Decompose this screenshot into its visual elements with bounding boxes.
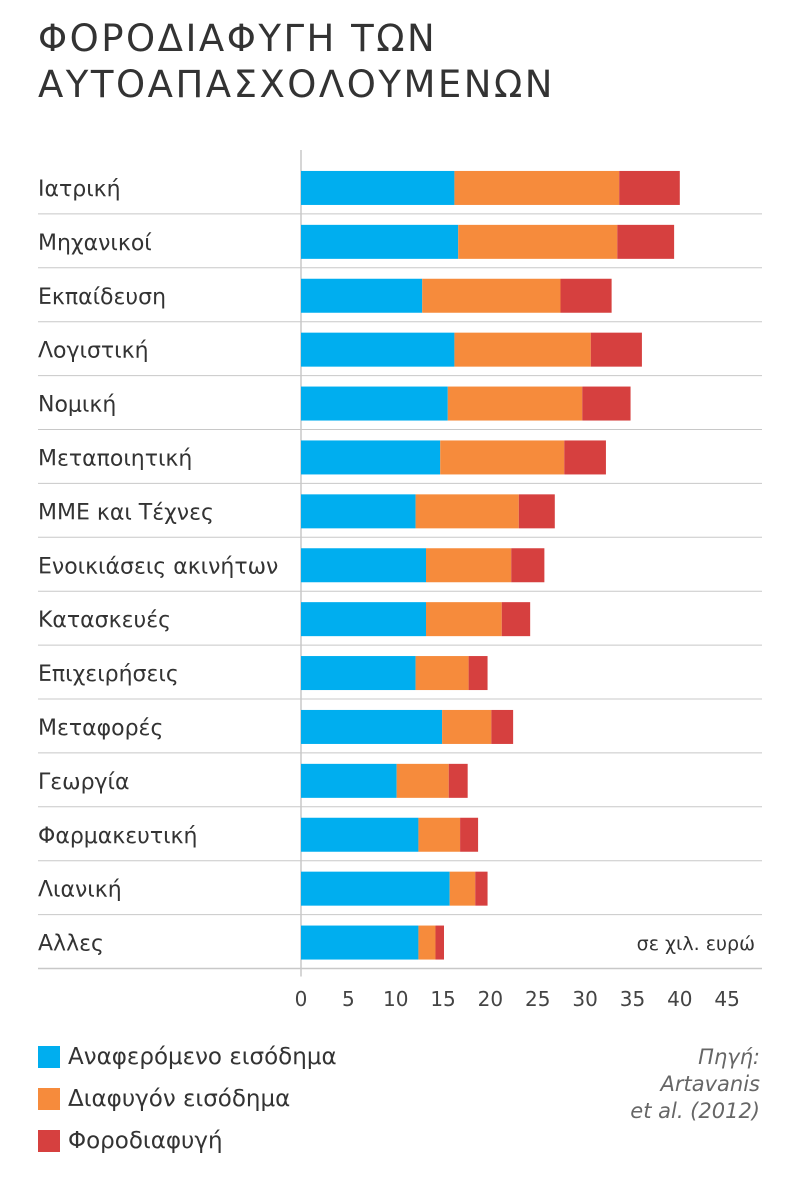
bar-segment-tax-evasion	[518, 494, 555, 529]
bar-segment-tax-evasion	[468, 656, 488, 691]
legend-item-tax-evasion: Φοροδιαφυγή	[38, 1120, 337, 1162]
bar-segment-tax-evasion	[435, 925, 444, 960]
legend-item-reported: Αναφερόμενο εισόδημα	[38, 1036, 337, 1078]
x-tick-label: 15	[430, 987, 455, 1011]
bar-segment-tax-evasion	[511, 548, 545, 583]
category-label: Αλλες	[38, 932, 104, 957]
bar-segment-unreported	[422, 278, 561, 313]
bar-segment-unreported	[426, 548, 512, 583]
bar-segment-reported	[301, 278, 423, 313]
bar-segment-tax-evasion	[617, 224, 675, 259]
bar-segment-reported	[301, 871, 450, 906]
bar-segment-tax-evasion	[560, 278, 612, 313]
chart-title-line-2: ΑΥΤΟΑΠΑΣΧΟΛΟΥΜΕΝΩΝ	[38, 63, 555, 106]
category-label: ΜΜΕ και Τέχνες	[38, 500, 214, 525]
x-tick-label: 0	[295, 987, 308, 1011]
bar-segment-tax-evasion	[501, 602, 531, 637]
x-tick-label: 5	[342, 987, 355, 1011]
legend-swatch-unreported	[38, 1088, 60, 1110]
bar-segment-tax-evasion	[590, 332, 642, 367]
legend-item-unreported: Διαφυγόν εισόδημα	[38, 1078, 337, 1120]
bar-segment-unreported	[415, 656, 469, 691]
bar-segment-reported	[301, 170, 455, 205]
bar-segment-unreported	[396, 763, 449, 798]
legend-label-unreported: Διαφυγόν εισόδημα	[68, 1086, 291, 1112]
category-label: Μηχανικοί	[38, 231, 152, 256]
legend-swatch-reported	[38, 1046, 60, 1068]
bar-segment-unreported	[418, 817, 461, 852]
x-tick-label: 20	[478, 987, 503, 1011]
category-label: Γεωργία	[38, 770, 130, 795]
category-label: Μεταποιητική	[38, 446, 192, 471]
x-tick-label: 45	[714, 987, 739, 1011]
category-label: Νομική	[38, 393, 116, 418]
source-author: Artavanis	[660, 1072, 760, 1096]
legend-label-reported: Αναφερόμενο εισόδημα	[68, 1044, 337, 1070]
bar-segment-tax-evasion	[475, 871, 488, 906]
bar-segment-reported	[301, 332, 455, 367]
bar-segment-unreported	[454, 170, 620, 205]
bar-segment-unreported	[426, 602, 502, 637]
bar-segment-reported	[301, 224, 459, 259]
bar-segment-unreported	[415, 494, 519, 529]
x-tick-label: 35	[620, 987, 645, 1011]
legend: Αναφερόμενο εισόδημα Διαφυγόν εισόδημα Φ…	[38, 1036, 337, 1162]
bar-segment-unreported	[440, 440, 565, 475]
bar-segment-reported	[301, 602, 427, 637]
source-note: Πηγή: Artavanis et al. (2012)	[560, 1044, 760, 1125]
x-tick-label: 10	[383, 987, 408, 1011]
legend-swatch-tax-evasion	[38, 1130, 60, 1152]
bar-segment-unreported	[454, 332, 591, 367]
bar-segment-reported	[301, 494, 416, 529]
category-label: Μεταφορές	[38, 716, 163, 741]
bar-segment-reported	[301, 656, 416, 691]
x-tick-label: 40	[667, 987, 692, 1011]
bar-segment-reported	[301, 709, 443, 744]
category-label: Φαρμακευτική	[38, 824, 197, 849]
bar-segment-unreported	[442, 709, 492, 744]
unit-note: σε χιλ. ευρώ	[637, 933, 755, 955]
x-tick-label: 25	[525, 987, 550, 1011]
category-label: Ενοικιάσεις ακινήτων	[38, 554, 278, 579]
category-label: Λογιστική	[38, 339, 149, 364]
bar-segment-tax-evasion	[564, 440, 606, 475]
source-citation: et al. (2012)	[630, 1099, 760, 1123]
category-label: Ιατρική	[38, 177, 121, 202]
stacked-bar-chart: Ιατρική Μηχανικοί Εκπαίδευση Λογιστική Νομικ…	[38, 150, 762, 1011]
chart-title: ΦΟΡΟΔΙΑΦΥΓΗ ΤΩΝ ΑΥΤΟΑΠΑΣΧΟΛΟΥΜΕΝΩΝ	[38, 16, 555, 108]
bar-segment-reported	[301, 763, 397, 798]
bar-segment-unreported	[449, 871, 476, 906]
bar-segment-tax-evasion	[619, 170, 680, 205]
category-label: Επιχειρήσεις	[38, 662, 179, 687]
bar-segment-reported	[301, 440, 441, 475]
source-label: Πηγή:	[698, 1045, 760, 1069]
bar-segment-reported	[301, 817, 419, 852]
bar-segment-tax-evasion	[491, 709, 514, 744]
bar-segment-tax-evasion	[582, 386, 631, 421]
bar-segment-reported	[301, 386, 448, 421]
bar-segment-tax-evasion	[448, 763, 468, 798]
category-label: Κατασκευές	[38, 608, 171, 633]
legend-label-tax-evasion: Φοροδιαφυγή	[68, 1128, 223, 1154]
bar-segment-reported	[301, 925, 419, 960]
bar-segment-reported	[301, 548, 427, 583]
bar-segment-tax-evasion	[460, 817, 479, 852]
bar-segment-unreported	[458, 224, 618, 259]
chart-title-line-1: ΦΟΡΟΔΙΑΦΥΓΗ ΤΩΝ	[38, 17, 438, 60]
category-label: Εκπαίδευση	[38, 285, 166, 310]
bar-segment-unreported	[418, 925, 436, 960]
x-tick-label: 30	[572, 987, 597, 1011]
category-label: Λιανική	[38, 878, 122, 903]
bar-segment-unreported	[447, 386, 583, 421]
